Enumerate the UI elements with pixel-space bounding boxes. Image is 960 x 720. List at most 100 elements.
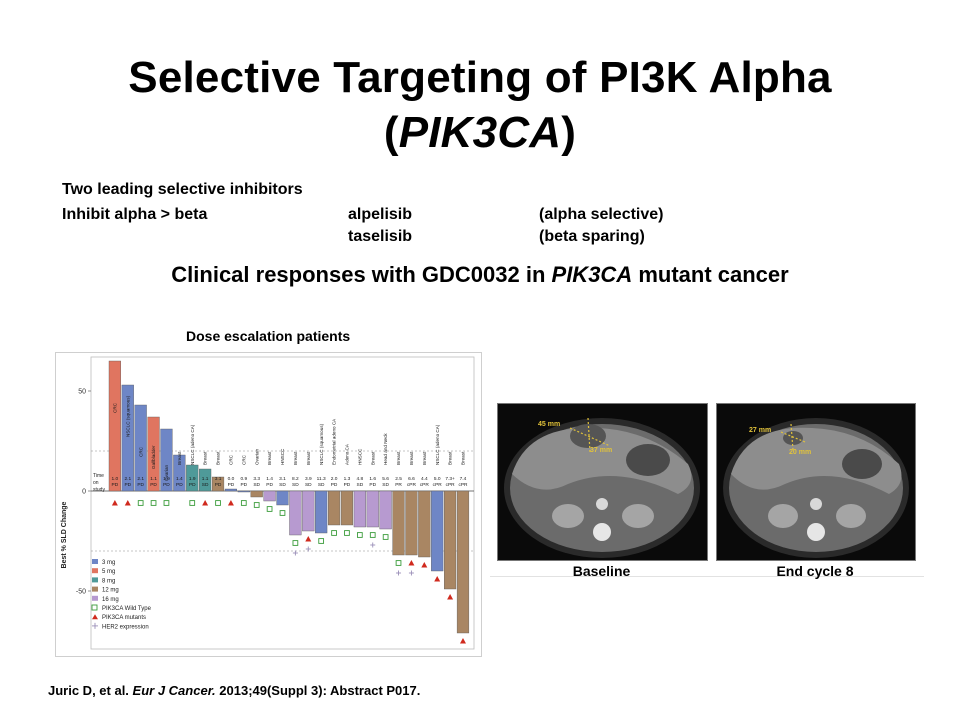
pik3ca-wild-marker [240, 500, 247, 506]
bar-time-label: 1.3 [344, 476, 351, 482]
bar-time-label: 7.3+ [445, 476, 455, 482]
bar-response-label: PD [344, 482, 351, 488]
bar-tumor-label: Breast [396, 451, 401, 465]
bar-patient [340, 490, 354, 526]
bar-time-label: 11.3 [317, 476, 326, 482]
bar-tumor-label: CRC [241, 454, 246, 465]
bar-time-label: 5.0 [434, 476, 441, 482]
pik3ca-mutant-marker [227, 500, 234, 506]
legend-label: 3 mg [102, 560, 115, 566]
bar-time-label: 0.0 [228, 476, 235, 482]
bar-tumor-label: NSCLC (adeno CA) [435, 424, 440, 465]
bar-response-label: cPR [458, 482, 468, 488]
bar-response-label: PD [150, 482, 157, 488]
bar-time-label: 1.9 [189, 476, 196, 482]
pik3ca-wild-marker [356, 532, 363, 538]
bar-patient [315, 490, 328, 534]
pik3ca-wild-marker [150, 500, 157, 506]
legend-label: HER2 expression [102, 624, 149, 630]
bar-patient [263, 490, 276, 502]
bar-patient [224, 488, 237, 492]
bar-patient [431, 490, 444, 572]
bar-response-label: PD [124, 482, 131, 488]
bar-patient [418, 490, 431, 558]
slide-title-line2: (PIK3CA) [40, 105, 920, 160]
pik3ca-wild-marker [318, 538, 325, 544]
bar-time-label: 1.0 [112, 476, 119, 482]
chart-title: Dose escalation patients [186, 328, 351, 344]
legend-swatch [92, 577, 98, 583]
bar-patient [199, 468, 212, 492]
bar-tumor-label: Breast [216, 451, 221, 465]
bar-time-label: 6.6 [408, 476, 415, 482]
bar-time-label: 0.9 [240, 476, 247, 482]
time-on-study-label: Time [93, 473, 104, 479]
bar-response-label: PD [369, 482, 376, 488]
pik3ca-wild-marker [137, 500, 144, 506]
bar-tumor-label: NSCLC (squamous) [319, 423, 324, 465]
legend-label: 5 mg [102, 569, 115, 575]
legend-label: PIK3CA Wild Type [102, 606, 152, 612]
y-tick-label: 0 [82, 489, 86, 496]
pik3ca-wild-marker [189, 500, 196, 506]
bar-patient [211, 476, 225, 492]
plot-frame [90, 356, 475, 650]
bullet-line-1: Two leading selective inhibitors [62, 181, 303, 198]
bar-patient [186, 464, 199, 492]
drug-alpelisib: alpelisib [348, 206, 413, 223]
bar-response-label: SD [279, 482, 286, 488]
bar-patient [160, 428, 173, 492]
bar-response-label: PD [228, 482, 235, 488]
bar-response-label: cPR [446, 482, 456, 488]
bar-tumor-label: Breast [409, 451, 414, 465]
bar-time-label: 3.1 [279, 476, 286, 482]
pik3ca-mutant-marker [124, 500, 131, 506]
bar-response-label: PD [189, 482, 196, 488]
bar-response-label: SD [253, 482, 260, 488]
bar-time-label: 1.1 [202, 476, 209, 482]
bar-time-label: 5.6 [382, 476, 389, 482]
legend-label: 16 mg [102, 597, 119, 603]
bar-response-label: PD [266, 482, 273, 488]
waterfall-chart: Best % SLD Change 50 0 -50 Time on study CRC 1.0… [55, 352, 482, 657]
subtitle-post: mutant cancer [632, 262, 789, 287]
bar-time-label: 2.0 [331, 476, 338, 482]
bar-time-label: 1.1 [150, 476, 157, 482]
pik3ca-mutant-marker [447, 594, 454, 600]
bar-time-label: 1.4 [266, 476, 273, 482]
drug-taselisib-note: (beta sparing) [539, 228, 645, 245]
bar-tumor-label: Breast [370, 451, 375, 465]
bar-tumor-label: Breast [448, 451, 453, 465]
bar-patient [392, 490, 405, 556]
bar-response-label: cPR [407, 482, 417, 488]
pik3ca-wild-marker [344, 530, 350, 536]
bar-tumor-label: Breast [177, 451, 182, 465]
bar-tumor-label: Breast [422, 451, 427, 465]
time-on-study-label: study [93, 487, 105, 493]
bar-patient [147, 416, 160, 492]
ct-scan-baseline: 45 mm 37 mm [497, 403, 708, 561]
y-tick-label: -50 [76, 589, 86, 596]
pik3ca-wild-marker [382, 534, 389, 540]
bar-response-label: PD [137, 482, 144, 488]
y-tick-label: 50 [78, 389, 86, 396]
bar-response-label: cPR [433, 482, 443, 488]
bar-time-label: 4.8 [357, 476, 364, 482]
bar-response-label: PD [163, 482, 170, 488]
bar-tumor-label: Adeno CA [345, 443, 350, 465]
bar-response-label: PD [331, 482, 338, 488]
bar-patient [289, 490, 302, 536]
pik3ca-wild-marker [266, 506, 273, 512]
bar-tumor-label: CRC [229, 454, 234, 465]
bar-patient [444, 490, 457, 590]
scan-divider [490, 576, 924, 577]
bar-time-label: 2.5 [395, 476, 402, 482]
bar-tumor-label: Breast [267, 451, 272, 465]
pik3ca-mutant-marker [421, 562, 428, 568]
bar-time-label: 1.9 [163, 476, 170, 482]
bar-patient [237, 490, 250, 493]
baseline-measure-a: 45 mm [538, 421, 560, 428]
bar-response-label: SD [382, 482, 389, 488]
pik3ca-wild-marker [331, 530, 337, 536]
pik3ca-mutant-marker [305, 536, 312, 542]
